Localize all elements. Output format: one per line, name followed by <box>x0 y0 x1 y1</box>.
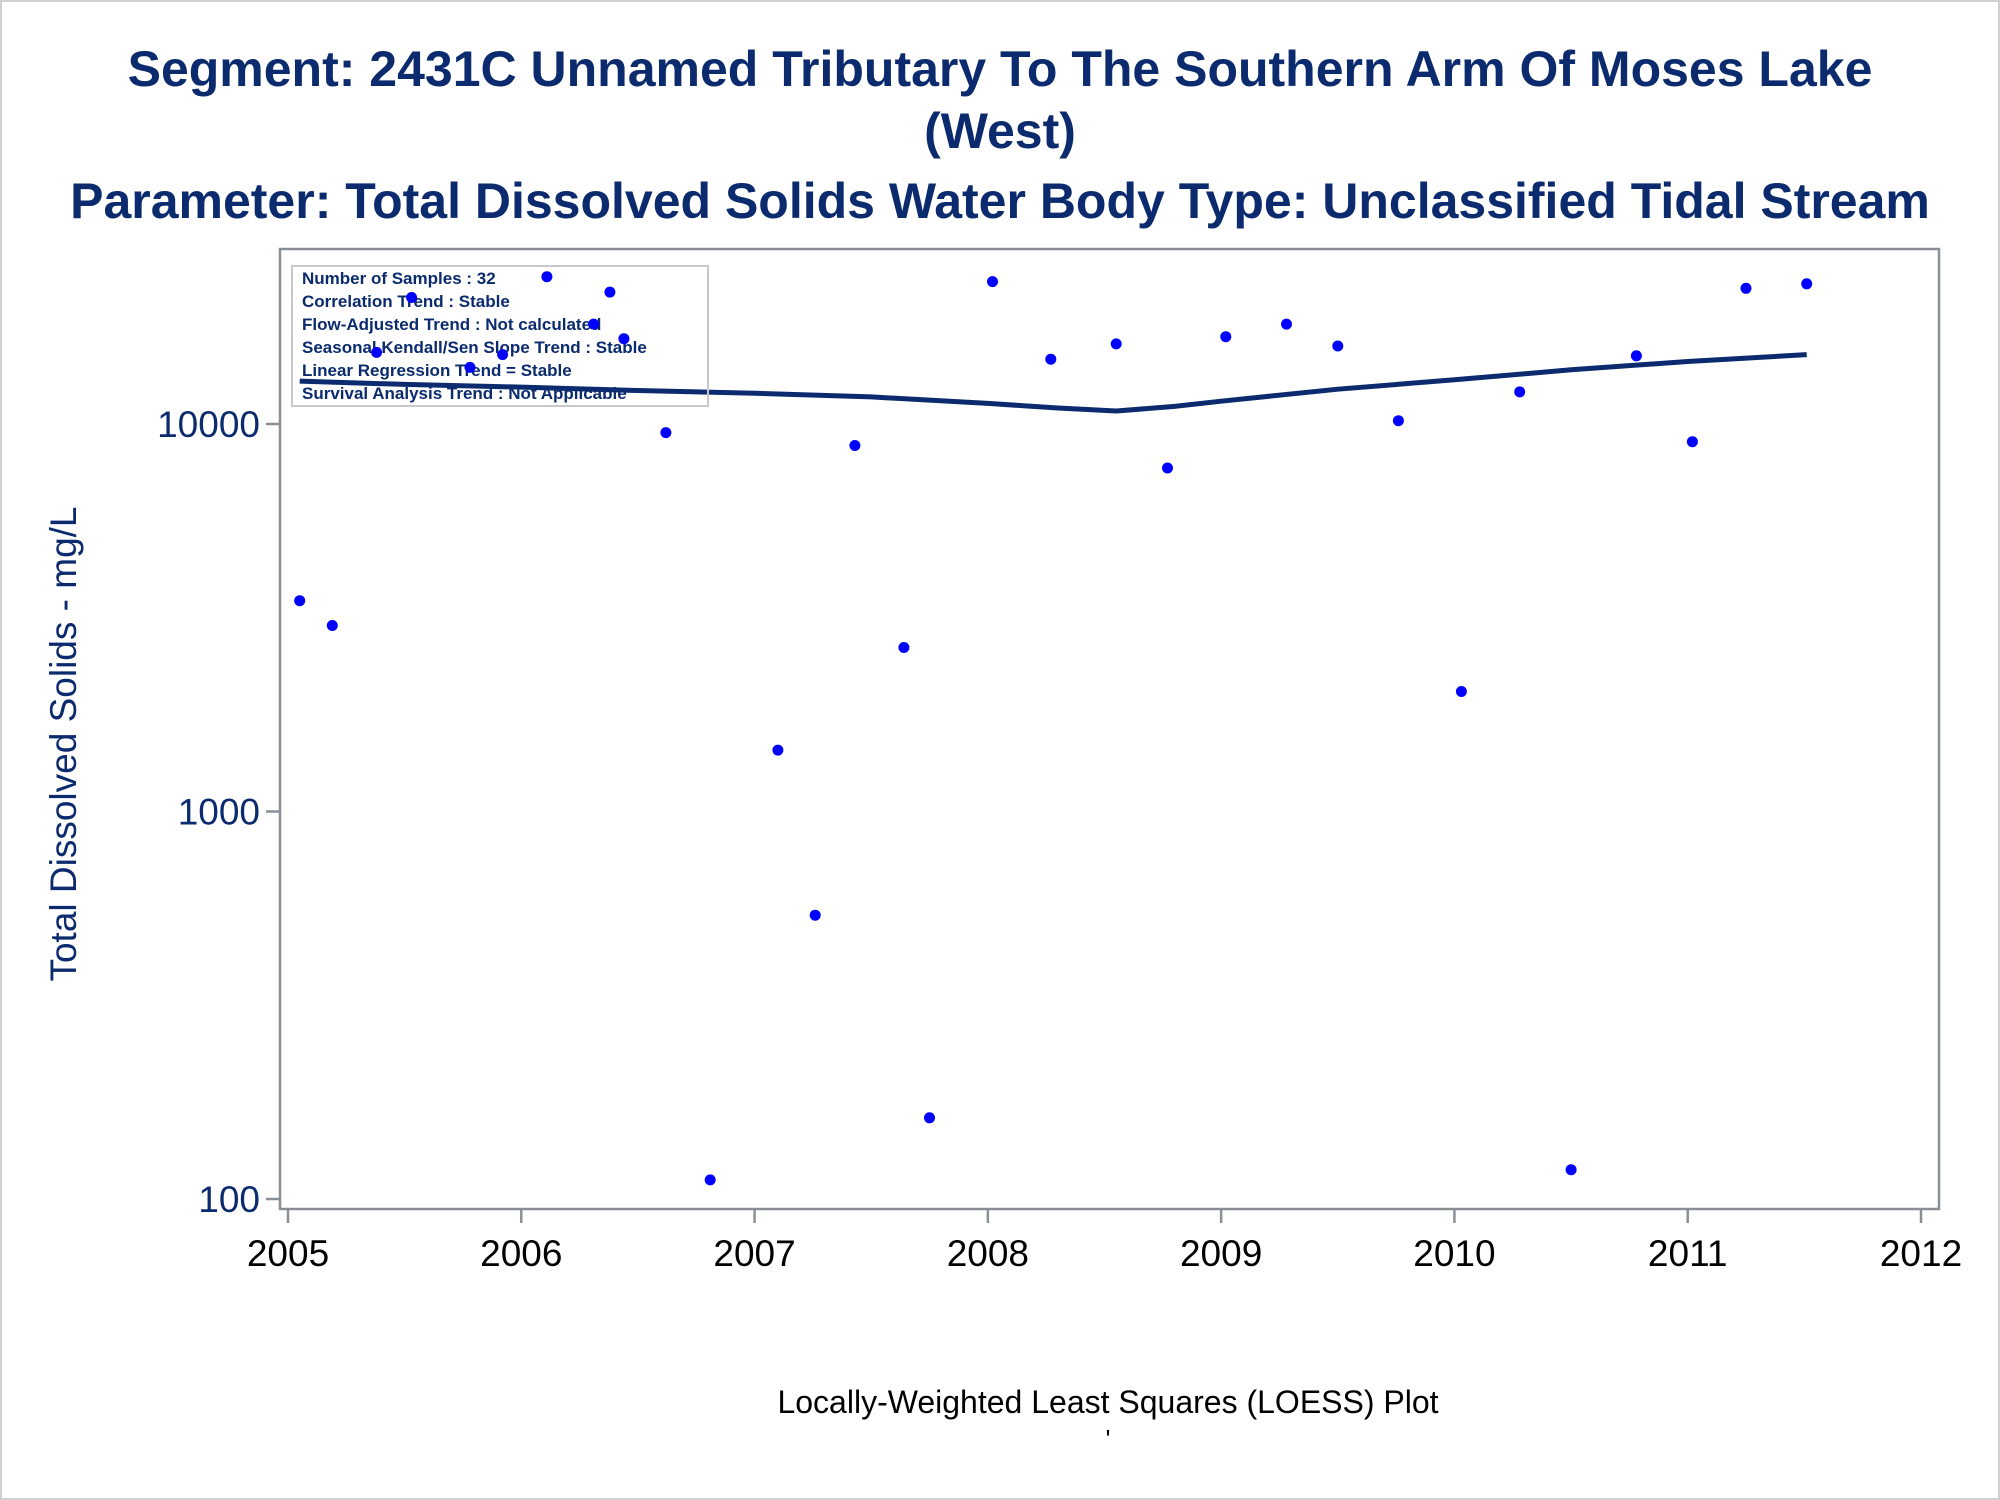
data-point <box>704 1174 716 1186</box>
data-point <box>1162 462 1173 474</box>
data-point <box>604 286 616 298</box>
x-tick-label: 2005 <box>247 1233 329 1274</box>
data-point <box>1565 1164 1577 1176</box>
stats-line: Linear Regression Trend = Stable <box>302 361 572 380</box>
loess-line <box>299 352 1807 414</box>
data-point <box>294 595 306 607</box>
x-tick-label: 2007 <box>713 1233 795 1274</box>
x-tick-label: 2011 <box>1648 1233 1728 1274</box>
loess-line-layer <box>299 352 1807 414</box>
footnote-mark: ' <box>1106 1424 1111 1454</box>
data-point <box>987 276 998 288</box>
data-point <box>464 361 476 373</box>
chart-title: Segment: 2431C Unnamed Tributary To The … <box>127 41 1873 159</box>
data-point <box>849 440 861 451</box>
x-tick-label: 2010 <box>1413 1233 1495 1274</box>
data-point <box>1455 686 1467 697</box>
stats-line: Seasonal Kendall/Sen Slope Trend : Stabl… <box>302 338 647 357</box>
plot-area <box>278 247 1941 1211</box>
footnote: Locally-Weighted Least Squares (LOESS) P… <box>777 1384 1438 1420</box>
data-point <box>772 744 784 756</box>
x-axis: 2005 2006 2007 2008 2009 2010 2011 2012 <box>247 1209 1962 1274</box>
data-point <box>1045 353 1057 365</box>
data-point <box>809 909 821 921</box>
stats-box: Number of Samples : 32 Correlation Trend … <box>291 265 709 407</box>
data-point <box>1332 340 1344 352</box>
data-point <box>1514 386 1526 398</box>
data-point <box>618 333 630 345</box>
x-tick-label: 2006 <box>480 1233 562 1274</box>
y-tick-label: 1000 <box>178 792 260 833</box>
x-tick-label: 2009 <box>1180 1233 1262 1274</box>
data-point <box>406 292 418 303</box>
data-point <box>1686 436 1698 448</box>
plot-frame <box>278 247 1941 1211</box>
data-point <box>371 346 383 358</box>
stats-line: Correlation Trend : Stable <box>302 292 510 311</box>
data-point <box>1740 282 1752 294</box>
y-tick-label: 10000 <box>157 404 260 445</box>
data-point <box>1801 278 1813 290</box>
data-points-layer <box>294 271 1813 1186</box>
data-point <box>1281 318 1292 330</box>
y-axis-label: Total Dissolved Solids - mg/L <box>43 506 84 981</box>
data-point <box>1220 331 1232 343</box>
data-point <box>588 318 600 330</box>
data-point <box>924 1112 935 1124</box>
stats-line: Number of Samples : 32 <box>302 269 496 288</box>
data-point <box>1392 415 1404 427</box>
data-point <box>497 349 509 361</box>
data-point <box>1110 338 1122 350</box>
x-tick-label: 2012 <box>1880 1233 1962 1274</box>
data-point <box>326 620 338 631</box>
y-axis: 100 1000 10000 <box>157 404 280 1220</box>
chart-subtitle: Parameter: Total Dissolved Solids Water … <box>70 173 1930 229</box>
x-tick-label: 2008 <box>947 1233 1029 1274</box>
data-point <box>660 427 672 439</box>
stats-line: Survival Analysis Trend : Not Applicable <box>302 384 627 403</box>
stats-box-border <box>291 265 709 407</box>
data-point <box>541 271 553 283</box>
data-point <box>1630 350 1642 362</box>
stats-line: Flow-Adjusted Trend : Not calculated <box>302 315 601 334</box>
data-point <box>898 642 910 653</box>
y-tick-label: 100 <box>198 1179 260 1220</box>
